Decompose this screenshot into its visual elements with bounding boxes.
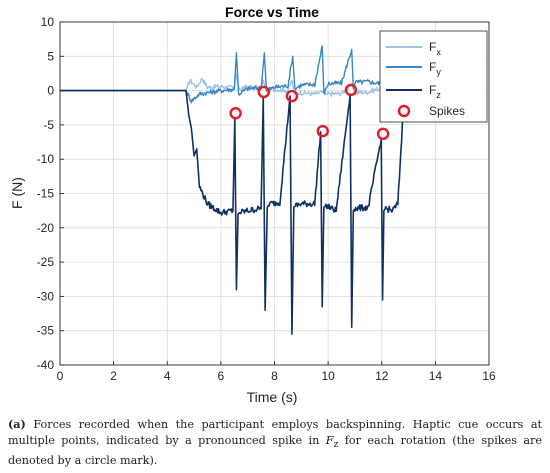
y-tick-label: -40	[37, 358, 55, 372]
figure-caption: (a) Forces recorded when the participant…	[8, 416, 542, 469]
y-tick-label: -30	[37, 289, 55, 303]
x-tick-label: 0	[57, 369, 64, 383]
y-tick-label: -20	[37, 221, 55, 235]
spike-markers	[229, 83, 390, 141]
x-tick-label: 14	[429, 369, 443, 383]
force-time-chart: 0 2 4 6 8 10 12 14 16 10 5 0 -5 -10 -15 -20 -25 -30 -35 -40…	[9, 4, 496, 405]
legend-label-sub: y	[436, 67, 441, 77]
y-tick-label: 0	[47, 84, 54, 98]
y-tick-label: -25	[37, 255, 55, 269]
caption-text-after: for each rotation (the spikes are denote…	[8, 434, 542, 468]
y-tick-label: -35	[37, 324, 55, 338]
y-tick-label: -5	[43, 118, 54, 132]
caption-symbol-sub: z	[333, 439, 339, 451]
y-tick-label: -10	[37, 152, 55, 166]
axis-ticks: 0 2 4 6 8 10 12 14 16 10 5 0 -5 -10 -15 -20 -25 -30 -35 -40	[37, 15, 496, 383]
spike-marker	[285, 89, 299, 103]
spike-marker	[257, 85, 270, 99]
y-tick-label: 10	[41, 15, 55, 29]
legend-label-sub: z	[436, 90, 441, 100]
spike-marker	[376, 127, 390, 141]
x-tick-label: 16	[482, 369, 496, 383]
legend-label-sub: x	[436, 47, 441, 57]
x-tick-label: 12	[375, 369, 389, 383]
caption-label: (a)	[8, 417, 26, 431]
caption-symbol: F	[325, 434, 334, 447]
y-axis-label: F (N)	[9, 177, 25, 209]
x-tick-label: 4	[164, 369, 171, 383]
y-tick-label: 5	[47, 49, 54, 63]
x-tick-label: 6	[218, 369, 225, 383]
x-tick-label: 10	[321, 369, 335, 383]
x-tick-label: 8	[271, 369, 278, 383]
caption-text-before: Forces recorded when the participant emp…	[8, 418, 542, 447]
chart-title: Force vs Time	[225, 4, 319, 20]
spike-marker	[344, 83, 358, 97]
legend-swatch-spikes	[397, 104, 411, 118]
spike-marker	[316, 124, 329, 138]
series-line-fz	[59, 89, 407, 335]
spike-marker	[229, 107, 242, 120]
x-axis-label: Time (s)	[247, 389, 298, 405]
y-tick-label: -15	[37, 187, 55, 201]
legend-label: Spikes	[429, 104, 465, 118]
data-series	[59, 45, 407, 335]
x-tick-label: 2	[110, 369, 117, 383]
